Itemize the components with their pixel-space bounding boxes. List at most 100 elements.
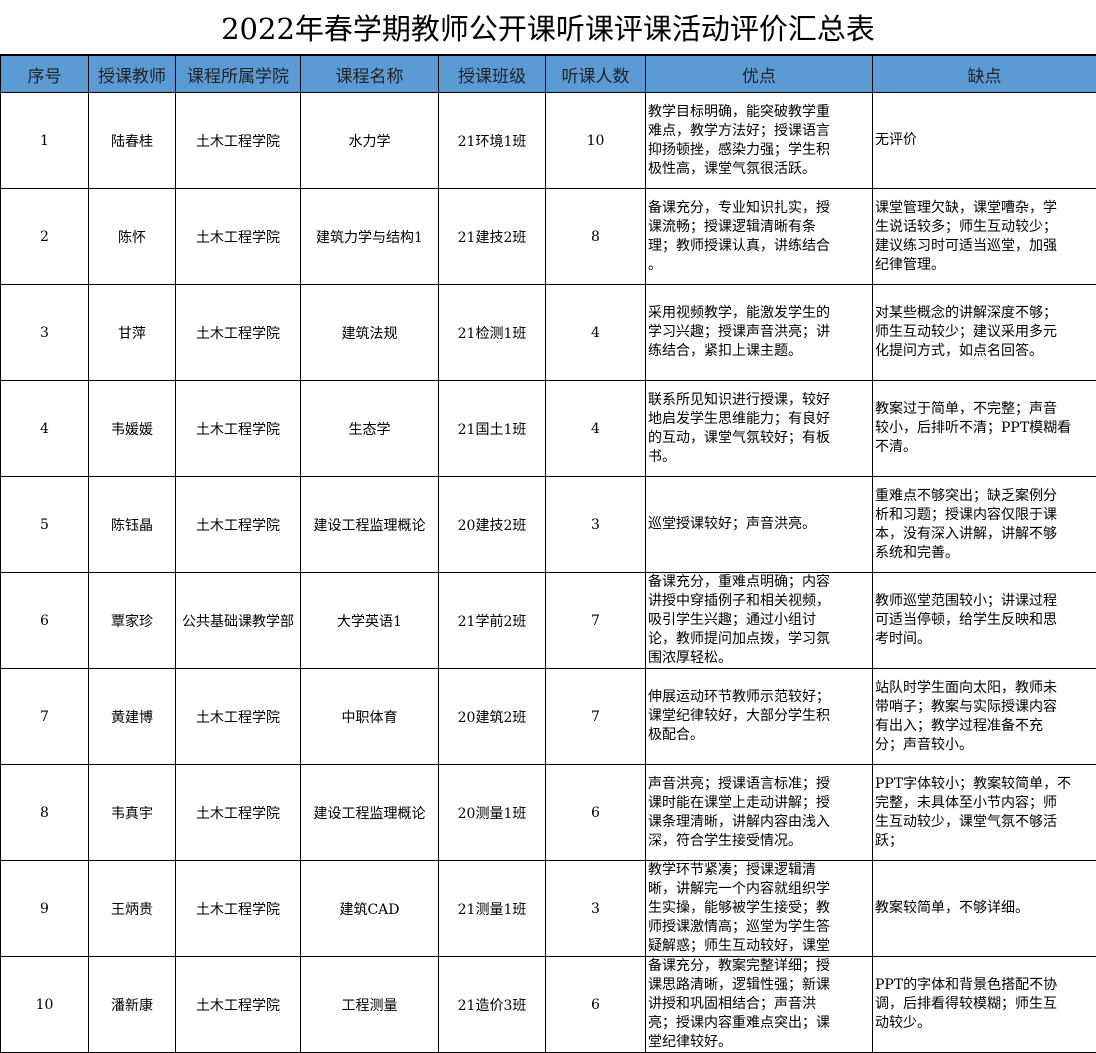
cell-count[interactable]: 6 xyxy=(546,765,646,861)
cell-no[interactable]: 3 xyxy=(1,285,89,381)
cell-class[interactable]: 21建技2班 xyxy=(439,189,546,285)
cell-pros[interactable]: 联系所见知识进行授课，较好 地启发学生思维能力；有良好 的互动，课堂气氛较好；有… xyxy=(646,381,873,477)
cell-pros[interactable]: 备课充分，专业知识扎实，授 课流畅；授课逻辑清晰有条 理；教师授课认真，讲练结合… xyxy=(646,189,873,285)
cell-college[interactable]: 土木工程学院 xyxy=(176,669,301,765)
cell-course[interactable]: 生态学 xyxy=(301,381,439,477)
cell-cons[interactable]: 教师巡堂范围较小；讲课过程 可适当停顿，给学生反映和思 考时间。 xyxy=(873,573,1096,669)
cell-cons[interactable]: PPT的字体和背景色搭配不协 调，后排看得较模糊；师生互 动较少。 xyxy=(873,957,1096,1053)
cell-count[interactable]: 7 xyxy=(546,669,646,765)
header-pros[interactable]: 优点 xyxy=(646,56,873,93)
cell-course[interactable]: 建设工程监理概论 xyxy=(301,765,439,861)
cell-teacher[interactable]: 潘新康 xyxy=(89,957,176,1053)
cell-course[interactable]: 建筑法规 xyxy=(301,285,439,381)
cell-college[interactable]: 土木工程学院 xyxy=(176,93,301,189)
cell-class[interactable]: 21环境1班 xyxy=(439,93,546,189)
cell-college[interactable]: 土木工程学院 xyxy=(176,861,301,957)
cell-cons[interactable]: 对某些概念的讲解深度不够； 师生互动较少；建议采用多元 化提问方式，如点名回答。 xyxy=(873,285,1096,381)
cell-cons-text: 课堂管理欠缺，课堂嘈杂，学 生说话较多；师生互动较少； 建议练习时可适当巡堂，加… xyxy=(875,199,1096,275)
cell-pros[interactable]: 备课充分，教案完整详细；授 课思路清晰，逻辑性强；新课 讲授和巩固相结合；声音洪… xyxy=(646,957,873,1053)
cell-pros-text: 教学环节紧凑；授课逻辑清 晰，讲解完一个内容就组织学 生实操，能够被学生接受；教… xyxy=(648,861,872,955)
cell-course[interactable]: 水力学 xyxy=(301,93,439,189)
cell-course[interactable]: 建筑力学与结构1 xyxy=(301,189,439,285)
cell-teacher[interactable]: 甘萍 xyxy=(89,285,176,381)
cell-pros-text: 教学目标明确，能突破教学重 难点，教学方法好；授课语言 抑扬顿挫，感染力强；学生… xyxy=(648,103,872,179)
cell-count[interactable]: 6 xyxy=(546,957,646,1053)
cell-cons[interactable]: 无评价 xyxy=(873,93,1096,189)
cell-count[interactable]: 10 xyxy=(546,93,646,189)
header-row: 序号 授课教师 课程所属学院 课程名称 授课班级 听课人数 优点 缺点 xyxy=(1,56,1096,93)
cell-pros[interactable]: 伸展运动环节教师示范较好； 课堂纪律较好，大部分学生积 极配合。 xyxy=(646,669,873,765)
cell-college[interactable]: 土木工程学院 xyxy=(176,765,301,861)
cell-teacher[interactable]: 覃家珍 xyxy=(89,573,176,669)
cell-pros[interactable]: 声音洪亮；授课语言标准；授 课时能在课堂上走动讲解；授 课条理清晰，讲解内容由浅… xyxy=(646,765,873,861)
cell-teacher[interactable]: 黄建博 xyxy=(89,669,176,765)
cell-pros-text: 备课充分，教案完整详细；授 课思路清晰，逻辑性强；新课 讲授和巩固相结合；声音洪… xyxy=(648,957,872,1052)
cell-course[interactable]: 工程测量 xyxy=(301,957,439,1053)
cell-pros-text: 声音洪亮；授课语言标准；授 课时能在课堂上走动讲解；授 课条理清晰，讲解内容由浅… xyxy=(648,775,872,851)
cell-pros[interactable]: 巡堂授课较好；声音洪亮。 xyxy=(646,477,873,573)
cell-class[interactable]: 21学前2班 xyxy=(439,573,546,669)
cell-cons[interactable]: 教案过于简单，不完整；声音 较小，后排听不清；PPT模糊看 不清。 xyxy=(873,381,1096,477)
header-teacher[interactable]: 授课教师 xyxy=(89,56,176,93)
cell-count[interactable]: 3 xyxy=(546,477,646,573)
cell-pros[interactable]: 采用视频教学，能激发学生的 学习兴趣；授课声音洪亮；讲 练结合，紧扣上课主题。 xyxy=(646,285,873,381)
cell-class[interactable]: 21测量1班 xyxy=(439,861,546,957)
header-college[interactable]: 课程所属学院 xyxy=(176,56,301,93)
cell-college[interactable]: 土木工程学院 xyxy=(176,477,301,573)
cell-count[interactable]: 4 xyxy=(546,381,646,477)
cell-course[interactable]: 大学英语1 xyxy=(301,573,439,669)
cell-college[interactable]: 公共基础课教学部 xyxy=(176,573,301,669)
header-class[interactable]: 授课班级 xyxy=(439,56,546,93)
cell-no[interactable]: 9 xyxy=(1,861,89,957)
cell-teacher[interactable]: 陆春桂 xyxy=(89,93,176,189)
cell-pros[interactable]: 教学目标明确，能突破教学重 难点，教学方法好；授课语言 抑扬顿挫，感染力强；学生… xyxy=(646,93,873,189)
cell-no[interactable]: 2 xyxy=(1,189,89,285)
cell-class[interactable]: 20建技2班 xyxy=(439,477,546,573)
cell-class[interactable]: 20测量1班 xyxy=(439,765,546,861)
cell-pros-text: 采用视频教学，能激发学生的 学习兴趣；授课声音洪亮；讲 练结合，紧扣上课主题。 xyxy=(648,304,872,361)
cell-cons-text: 教案较简单，不够详细。 xyxy=(875,899,1096,918)
cell-no[interactable]: 4 xyxy=(1,381,89,477)
cell-no[interactable]: 7 xyxy=(1,669,89,765)
cell-cons[interactable]: 站队时学生面向太阳，教师未 带哨子；教案与实际授课内容 有出入；教学过程准备不充… xyxy=(873,669,1096,765)
cell-teacher[interactable]: 陈怀 xyxy=(89,189,176,285)
header-count[interactable]: 听课人数 xyxy=(546,56,646,93)
header-course[interactable]: 课程名称 xyxy=(301,56,439,93)
cell-class[interactable]: 20建筑2班 xyxy=(439,669,546,765)
cell-course[interactable]: 中职体育 xyxy=(301,669,439,765)
cell-cons-text: 重难点不够突出；缺乏案例分 析和习题；授课内容仅限于课 本，没有深入讲解，讲解不… xyxy=(875,487,1096,563)
cell-teacher[interactable]: 王炳贵 xyxy=(89,861,176,957)
cell-class[interactable]: 21国土1班 xyxy=(439,381,546,477)
cell-course[interactable]: 建设工程监理概论 xyxy=(301,477,439,573)
cell-count[interactable]: 3 xyxy=(546,861,646,957)
cell-no[interactable]: 6 xyxy=(1,573,89,669)
cell-college[interactable]: 土木工程学院 xyxy=(176,957,301,1053)
cell-teacher[interactable]: 韦媛媛 xyxy=(89,381,176,477)
cell-pros[interactable]: 备课充分，重难点明确；内容 讲授中穿插例子和相关视频， 吸引学生兴趣；通过小组讨… xyxy=(646,573,873,669)
cell-no[interactable]: 10 xyxy=(1,957,89,1053)
cell-no[interactable]: 5 xyxy=(1,477,89,573)
cell-pros[interactable]: 教学环节紧凑；授课逻辑清 晰，讲解完一个内容就组织学 生实操，能够被学生接受；教… xyxy=(646,861,873,957)
cell-course[interactable]: 建筑CAD xyxy=(301,861,439,957)
cell-cons[interactable]: 课堂管理欠缺，课堂嘈杂，学 生说话较多；师生互动较少； 建议练习时可适当巡堂，加… xyxy=(873,189,1096,285)
cell-college[interactable]: 土木工程学院 xyxy=(176,381,301,477)
cell-cons[interactable]: 教案较简单，不够详细。 xyxy=(873,861,1096,957)
header-cons[interactable]: 缺点 xyxy=(873,56,1096,93)
cell-cons[interactable]: 重难点不够突出；缺乏案例分 析和习题；授课内容仅限于课 本，没有深入讲解，讲解不… xyxy=(873,477,1096,573)
cell-count[interactable]: 4 xyxy=(546,285,646,381)
cell-teacher[interactable]: 陈钰晶 xyxy=(89,477,176,573)
cell-class[interactable]: 21检测1班 xyxy=(439,285,546,381)
cell-count[interactable]: 7 xyxy=(546,573,646,669)
cell-college[interactable]: 土木工程学院 xyxy=(176,285,301,381)
cell-teacher[interactable]: 韦真宇 xyxy=(89,765,176,861)
cell-count[interactable]: 8 xyxy=(546,189,646,285)
cell-no[interactable]: 8 xyxy=(1,765,89,861)
cell-college[interactable]: 土木工程学院 xyxy=(176,189,301,285)
cell-class[interactable]: 21造价3班 xyxy=(439,957,546,1053)
cell-cons[interactable]: PPT字体较小；教案较简单，不 完整，未具体至小节内容；师 生互动较少，课堂气氛… xyxy=(873,765,1096,861)
cell-no[interactable]: 1 xyxy=(1,93,89,189)
cell-cons-text: 教案过于简单，不完整；声音 较小，后排听不清；PPT模糊看 不清。 xyxy=(875,400,1096,457)
cell-cons-text: PPT的字体和背景色搭配不协 调，后排看得较模糊；师生互 动较少。 xyxy=(875,976,1096,1033)
header-no[interactable]: 序号 xyxy=(1,56,89,93)
